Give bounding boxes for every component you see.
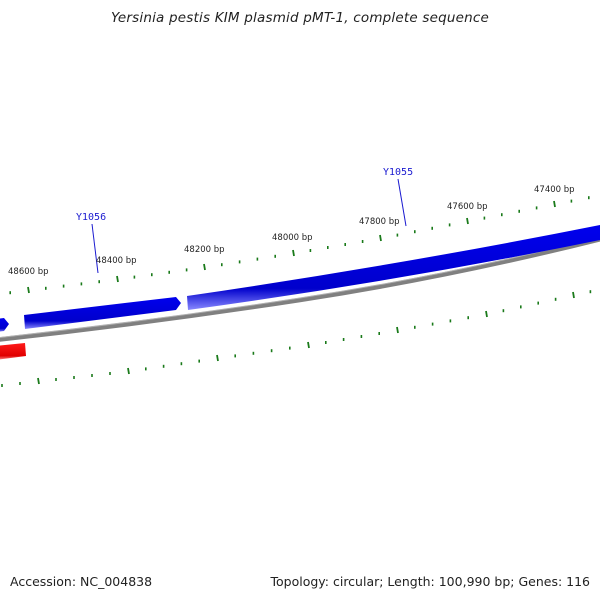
gene-label-y1056: Y1056 [76,212,106,223]
forward-gene-arrow-left[interactable] [0,318,9,332]
outer-minor-ticks [9,196,590,295]
outer-major-tick [379,234,382,242]
outer-major-tick [116,275,119,283]
outer-tick-ring [9,196,590,295]
tick-label: 48400 bp [96,256,137,266]
inner-tick-ring [1,290,592,387]
gene-leader-line-y1055 [397,178,407,227]
reverse-gene[interactable] [0,343,26,360]
outer-major-tick [292,249,295,257]
outer-major-tick [27,286,30,294]
plasmid-backbone [0,236,600,342]
inner-major-tick [485,310,488,318]
map-title: Yersinia pestis KIM plasmid pMT-1, compl… [110,10,490,26]
tick-label: 48600 bp [8,267,49,277]
tick-label: 47800 bp [359,217,400,227]
inner-major-tick [127,367,130,375]
inner-major-tick [572,291,575,299]
inner-major-tick [307,341,310,349]
inner-major-tick [396,326,399,334]
forward-gene-y1055[interactable] [187,224,600,310]
outer-major-tick [203,263,206,271]
tick-label: 47400 bp [534,185,575,195]
accession-text: Accession: NC_004838 [10,574,153,589]
forward-gene-y1056[interactable] [24,297,181,329]
tick-label: 47600 bp [447,202,488,212]
topology-summary: Topology: circular; Length: 100,990 bp; … [270,574,591,589]
inner-major-tick [37,377,40,385]
tick-label: 48200 bp [184,245,225,255]
inner-major-tick [216,354,219,362]
outer-major-tick [553,200,556,208]
inner-minor-ticks [1,290,592,387]
tick-label: 48000 bp [272,233,313,243]
gene-leader-line-y1056 [91,223,99,274]
plasmid-backbone-highlight [0,236,600,338]
outer-major-tick [466,217,469,225]
gene-label-y1055: Y1055 [383,167,413,178]
